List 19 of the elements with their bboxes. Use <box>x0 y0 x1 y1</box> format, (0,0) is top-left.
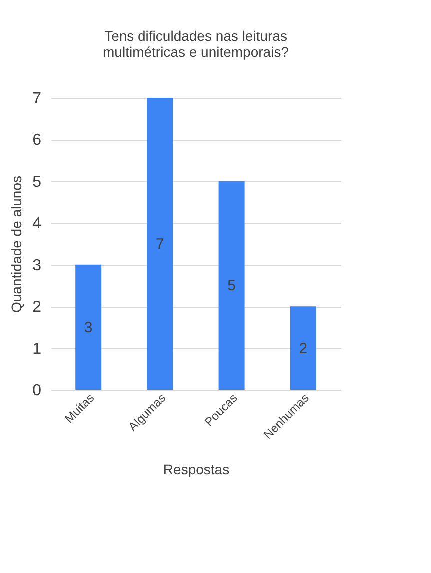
bar <box>76 264 102 390</box>
bar <box>290 306 316 390</box>
y-tick-label: 3 <box>32 257 42 274</box>
y-tick-label: 2 <box>32 299 42 316</box>
y-tick-label: 1 <box>32 340 42 358</box>
data-label: 7 <box>156 236 164 253</box>
data-label: 5 <box>228 278 236 295</box>
y-tick-label: 6 <box>32 132 42 150</box>
data-label: 2 <box>299 340 308 358</box>
data-label: 3 <box>84 319 93 336</box>
y-tick-label: 7 <box>32 90 42 108</box>
bar <box>147 98 174 390</box>
y-tick-label: 5 <box>32 174 42 191</box>
y-tick-label: 0 <box>32 382 42 400</box>
y-axis-title: Quantidade de alunos <box>8 176 25 313</box>
y-tick-label: 4 <box>32 216 42 233</box>
x-axis-title: Respostas <box>163 461 230 478</box>
chart-title: Tens dificuldades nas leituras multimétricas e unitemporais? <box>103 28 290 60</box>
bar <box>218 181 245 390</box>
